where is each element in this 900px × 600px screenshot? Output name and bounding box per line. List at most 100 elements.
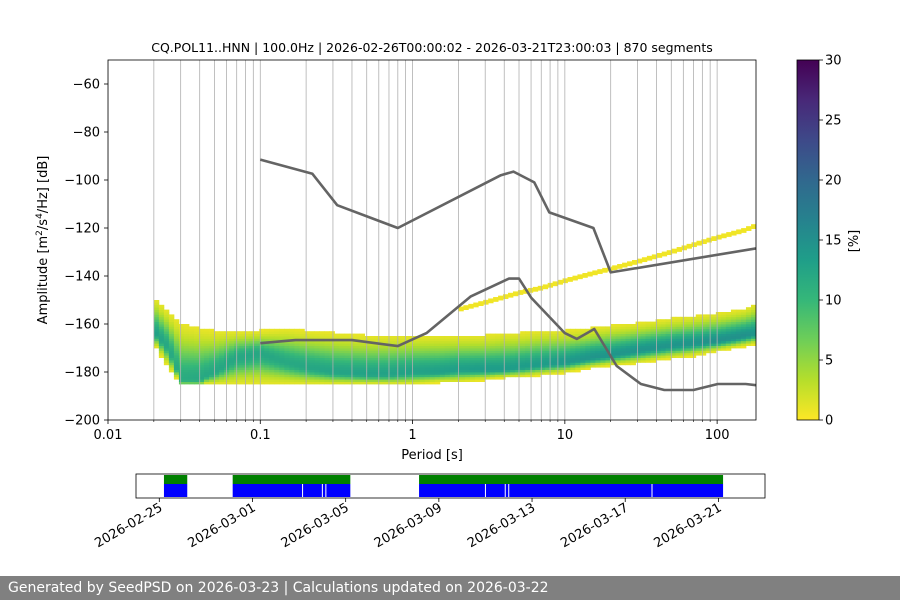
heatmap-cell [745, 326, 752, 330]
heatmap-cell [168, 319, 175, 322]
heatmap-cell [715, 348, 722, 351]
heatmap-cell [158, 331, 165, 334]
heatmap-cell [188, 328, 195, 332]
heatmap-cell [183, 328, 190, 332]
heatmap-cell [153, 300, 160, 303]
heatmap-cell [254, 331, 260, 334]
heatmap-cell [464, 343, 471, 346]
heatmap-cell [399, 362, 406, 366]
heatmap-cell [515, 362, 521, 366]
heatmap-cell [334, 379, 340, 382]
heatmap-cell [309, 333, 315, 337]
heatmap-cell [454, 372, 461, 375]
heatmap-cell [459, 369, 466, 373]
heatmap-cell [701, 239, 707, 245]
heatmap-cell [745, 319, 752, 322]
heatmap-cell [700, 345, 707, 349]
heatmap-cell [720, 331, 727, 334]
heatmap-cell [525, 340, 531, 344]
heatmap-cell [168, 324, 175, 327]
heatmap-cell [193, 333, 200, 337]
heatmap-cell [725, 333, 732, 337]
heatmap-cell [334, 350, 340, 354]
heatmap-cell [474, 348, 481, 351]
heatmap-cell [399, 376, 406, 380]
heatmap-cell [284, 348, 290, 351]
heatmap-cell [299, 328, 305, 332]
heatmap-cell [344, 362, 350, 366]
heatmap-cell [199, 333, 205, 337]
heatmap-cell [500, 369, 506, 373]
heatmap-cell [480, 364, 486, 368]
heatmap-cell [219, 360, 225, 363]
heatmap-cell [244, 348, 250, 351]
heatmap-cell [274, 367, 280, 370]
heatmap-cell [745, 331, 752, 334]
heatmap-cell [314, 355, 320, 358]
heatmap-cell [675, 355, 682, 358]
heatmap-cell [510, 364, 516, 368]
heatmap-cell [665, 328, 672, 332]
heatmap-cell [675, 350, 682, 354]
heatmap-cell [444, 352, 451, 356]
coverage-green-bar [163, 475, 188, 484]
heatmap-cell [274, 333, 280, 337]
heatmap-cell [188, 357, 195, 361]
heatmap-cell [244, 372, 250, 375]
heatmap-cell [480, 360, 486, 363]
heatmap-cell [424, 369, 431, 373]
heatmap-cell [173, 367, 180, 370]
heatmap-cell [575, 338, 581, 342]
heatmap-cell [740, 312, 747, 315]
heatmap-cell [600, 336, 606, 339]
heatmap-cell [675, 324, 682, 327]
heatmap-cell [700, 333, 707, 337]
heatmap-cell [334, 345, 340, 349]
heatmap-cell [219, 338, 225, 342]
heatmap-cell [294, 379, 300, 382]
heatmap-cell [264, 369, 270, 373]
heatmap-cell [600, 326, 606, 330]
heatmap-cell [424, 357, 431, 361]
heatmap-cell [244, 369, 250, 373]
heatmap-cell [495, 357, 501, 361]
heatmap-cell [163, 321, 170, 325]
heatmap-cell [590, 336, 596, 339]
heatmap-cell [552, 281, 558, 287]
heatmap-cell [269, 372, 275, 375]
heatmap-cell [294, 374, 300, 378]
heatmap-cell [289, 374, 295, 378]
heatmap-cell [515, 345, 521, 349]
colorbar-tick-label: 20 [825, 174, 842, 189]
heatmap-cell [685, 326, 692, 330]
heatmap-cell [745, 343, 752, 346]
heatmap-cell [665, 348, 672, 351]
heatmap-cell [503, 294, 509, 300]
heatmap-cell [490, 357, 496, 361]
heatmap-cell [264, 343, 270, 346]
heatmap-cell [710, 321, 717, 325]
heatmap-cell [469, 336, 476, 339]
heatmap-cell [730, 321, 737, 325]
heatmap-cell [700, 321, 707, 325]
heatmap-cell [510, 355, 516, 358]
heatmap-cell [670, 319, 677, 322]
heatmap-cell [620, 326, 626, 330]
heatmap-cell [483, 299, 489, 305]
heatmap-cell [414, 355, 421, 358]
heatmap-cell [249, 360, 255, 363]
heatmap-cell [168, 331, 175, 334]
heatmap-cell [329, 364, 335, 368]
heatmap-cell [685, 319, 692, 322]
heatmap-cell [715, 326, 722, 330]
heatmap-cell [284, 352, 290, 356]
heatmap-cell [740, 336, 747, 339]
heatmap-cell [384, 357, 391, 361]
heatmap-cell [660, 324, 667, 327]
heatmap-cell [439, 338, 446, 342]
heatmap-cell [560, 369, 566, 373]
x-tick-label: 1 [408, 428, 416, 443]
heatmap-cell [404, 348, 411, 351]
heatmap-cell [590, 350, 596, 354]
heatmap-cell [329, 331, 335, 334]
